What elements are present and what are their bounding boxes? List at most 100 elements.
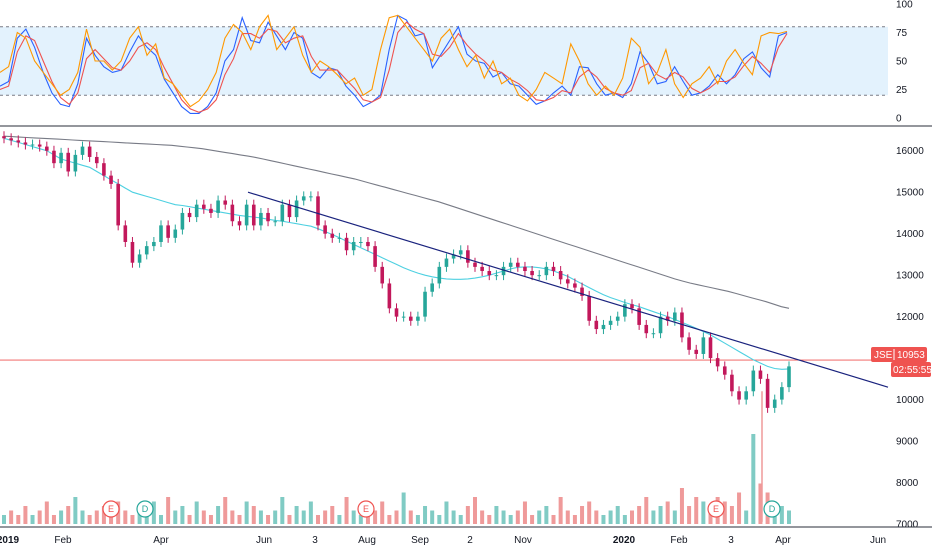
x-tick: 2	[467, 535, 473, 546]
earnings-marker[interactable]	[707, 500, 725, 518]
candle-body	[708, 337, 713, 359]
candle-body	[530, 271, 534, 276]
candle-body	[280, 204, 285, 222]
oscillator-y-tick: 50	[896, 57, 908, 68]
candle-body	[273, 221, 277, 223]
volume-bar	[501, 510, 506, 524]
candle-body	[423, 291, 427, 317]
volume-bar	[2, 515, 6, 524]
volume-bar	[437, 515, 442, 524]
candle-body	[109, 175, 113, 184]
candle-body	[80, 146, 85, 155]
candle-body	[9, 138, 13, 141]
volume-bar	[394, 510, 399, 524]
volume-bar	[701, 501, 706, 524]
volume-bar	[558, 497, 563, 524]
volume-bar	[594, 510, 599, 524]
candle-body	[730, 374, 734, 392]
volume-bar	[423, 506, 428, 524]
candle-body	[187, 212, 192, 218]
dividend-marker[interactable]	[763, 500, 781, 518]
volume-bar	[258, 510, 263, 524]
volume-bar	[294, 506, 299, 524]
volume-bar	[487, 515, 492, 524]
candle-body	[144, 246, 149, 255]
candle-body	[780, 387, 784, 400]
volume-bar	[787, 510, 791, 524]
volume-bar	[30, 515, 35, 524]
candle-body	[565, 279, 570, 284]
candle-body	[715, 358, 720, 367]
candle-body	[644, 324, 649, 334]
candle-body	[52, 150, 56, 164]
candle-body	[287, 204, 292, 218]
dividend-marker[interactable]	[136, 500, 154, 518]
volume-bar	[251, 506, 256, 524]
candle-body	[130, 241, 135, 263]
x-tick: 2019	[0, 535, 20, 546]
oscillator-line-rsi	[0, 14, 788, 108]
candle-body	[309, 196, 313, 198]
volume-bar	[737, 492, 742, 524]
candle-body	[722, 366, 727, 375]
candle-body	[216, 200, 220, 213]
oscillator-line-d	[0, 21, 788, 113]
candle-body	[173, 229, 178, 238]
earnings-marker-label: E	[108, 504, 114, 514]
volume-bar	[779, 506, 784, 524]
candle-body	[601, 324, 606, 330]
volume-bar	[358, 515, 363, 524]
volume-bar	[387, 515, 392, 524]
candle-body	[37, 144, 42, 147]
candle-body	[209, 208, 213, 213]
candle-body	[637, 308, 641, 325]
candle-body	[573, 283, 577, 288]
last-price-tag: JSE 10953	[871, 347, 927, 362]
volume-bar	[415, 515, 420, 524]
volume-bar	[551, 515, 556, 524]
volume-bar	[494, 506, 499, 524]
x-tick: Sep	[411, 535, 429, 546]
x-tick: Apr	[775, 535, 791, 546]
x-tick: 3	[728, 535, 734, 546]
candle-body	[301, 196, 306, 201]
candle-body	[516, 262, 520, 267]
volume-bar	[444, 501, 449, 524]
candle-body	[458, 250, 463, 255]
candle-body	[594, 320, 599, 330]
candle-body	[66, 152, 71, 172]
dividend-marker-label: D	[769, 504, 776, 514]
volume-bar	[772, 510, 777, 524]
candle-body	[102, 163, 106, 176]
volume-bar	[722, 501, 727, 524]
volume-bar	[565, 510, 570, 524]
volume-bar	[87, 515, 92, 524]
candle-body	[116, 183, 120, 226]
earnings-marker[interactable]	[357, 500, 375, 518]
volume-bar	[216, 506, 221, 524]
candle-body	[330, 233, 335, 238]
candle-body	[694, 349, 699, 354]
x-tick: Feb	[54, 535, 72, 546]
volume-bar	[273, 510, 278, 524]
volume-bar	[537, 510, 542, 524]
countdown-tag-bg	[891, 362, 931, 377]
earnings-marker[interactable]	[102, 500, 120, 518]
candle-body	[194, 204, 199, 218]
last-price-tag-bg	[871, 347, 927, 362]
volume-bar	[751, 434, 756, 524]
volume-bar	[373, 510, 378, 524]
candle-body	[558, 271, 563, 280]
oscillator-band	[0, 26, 888, 96]
candle-body	[416, 316, 420, 321]
oscillator-line-k	[0, 14, 788, 114]
candle-body	[451, 254, 456, 259]
candle-body	[701, 337, 706, 354]
earnings-marker-label: E	[713, 504, 719, 514]
volume-bar	[351, 510, 356, 524]
volume-bar	[159, 515, 163, 524]
volume-bar	[758, 483, 763, 524]
volume-bar	[572, 515, 577, 524]
volume-bar	[287, 515, 292, 524]
